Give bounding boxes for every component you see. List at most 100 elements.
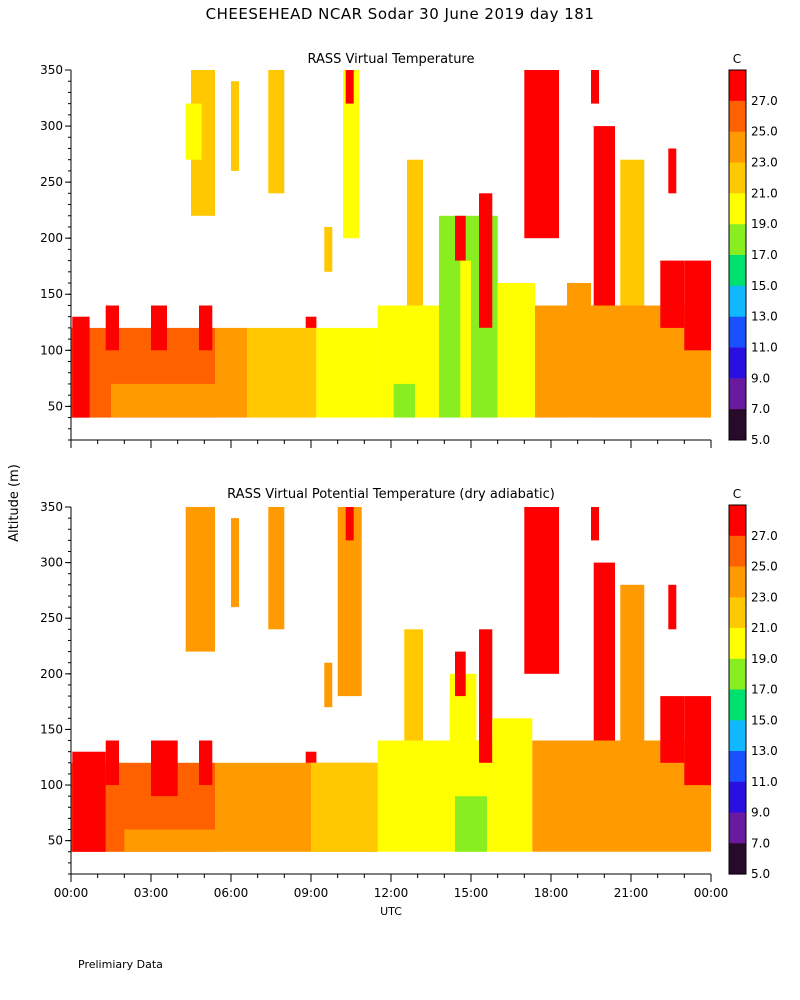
colorbar-swatch: [729, 162, 746, 194]
colorbar-label: 5.0: [751, 867, 770, 881]
heatmap-cell: [479, 193, 493, 328]
colorbar-label: 25.0: [751, 125, 778, 139]
colorbar-swatch: [729, 409, 746, 441]
heatmap-cell: [455, 796, 487, 852]
colorbar-swatch: [729, 689, 746, 721]
heatmap-cell: [151, 305, 167, 351]
heatmap-cell: [124, 829, 218, 852]
heatmap-cell: [105, 305, 119, 351]
colorbar-label: 11.0: [751, 775, 778, 789]
colorbar-label: 15.0: [751, 713, 778, 727]
heatmap-cell: [593, 562, 615, 741]
colorbar-label: 23.0: [751, 590, 778, 604]
colorbar-unit: C: [733, 487, 741, 501]
colorbar-label: 21.0: [751, 186, 778, 200]
y-tick-label: 250: [40, 175, 63, 189]
heatmap-cell: [393, 383, 415, 418]
y-tick-label: 50: [48, 399, 63, 413]
page-title: CHEESEHEAD NCAR Sodar 30 June 2019 day 1…: [205, 5, 595, 23]
colorbar-swatch: [729, 70, 746, 102]
heatmap-cell: [72, 316, 90, 418]
colorbar-swatch: [729, 285, 746, 318]
colorbar-label: 15.0: [751, 279, 778, 293]
heatmap-cell: [684, 696, 711, 786]
heatmap-cell: [343, 70, 359, 239]
heatmap-cell: [72, 751, 106, 852]
x-tick-label: 12:00: [374, 886, 409, 900]
heatmap-cell: [185, 103, 202, 160]
x-tick-label: 18:00: [534, 886, 569, 900]
colorbar-swatch: [729, 316, 746, 348]
colorbar-label: 5.0: [751, 433, 770, 447]
heatmap-cell: [455, 215, 466, 261]
heatmap-cell: [668, 148, 677, 194]
x-axis-label: UTC: [380, 905, 402, 918]
colorbar-swatch: [729, 812, 746, 844]
heatmap-cell: [305, 316, 317, 328]
heatmap-cell: [404, 629, 423, 741]
colorbar-label: 7.0: [751, 402, 770, 416]
colorbar-swatch: [729, 193, 746, 225]
colorbar-label: 21.0: [751, 621, 778, 635]
heatmap-cell: [668, 584, 677, 630]
colorbar-swatch: [729, 720, 746, 752]
heatmap-cell: [684, 260, 711, 351]
y-tick-label: 50: [48, 834, 63, 848]
colorbar-swatch: [729, 100, 746, 133]
colorbar-label: 13.0: [751, 744, 778, 758]
colorbar-label: 19.0: [751, 652, 778, 666]
y-tick-label: 350: [40, 63, 63, 77]
y-tick-label: 150: [40, 287, 63, 301]
colorbar-label: 17.0: [751, 248, 778, 262]
heatmap-cell: [593, 126, 615, 306]
heatmap-cell: [268, 70, 285, 194]
x-tick-label: 06:00: [214, 886, 249, 900]
heatmap-cell: [567, 283, 591, 418]
heatmap-cell: [268, 507, 285, 630]
heatmap-cell: [479, 629, 493, 763]
colorbar-swatch: [729, 658, 746, 691]
colorbar-label: 11.0: [751, 341, 778, 355]
heatmap-cell: [524, 507, 559, 674]
x-tick-label: 15:00: [454, 886, 489, 900]
x-tick-label: 09:00: [294, 886, 329, 900]
colorbar-swatch: [729, 224, 746, 256]
colorbar-swatch: [729, 131, 746, 163]
heatmap-cell: [151, 740, 178, 797]
heatmap-cell: [535, 305, 567, 418]
colorbar-swatch: [729, 597, 746, 629]
y-tick-label: 350: [40, 500, 63, 514]
heatmap-cell: [311, 762, 378, 852]
colorbar-swatch: [729, 505, 746, 537]
y-tick-label: 300: [40, 119, 63, 133]
colorbar-label: 19.0: [751, 217, 778, 231]
heatmap-cell: [591, 70, 599, 104]
colorbar-label: 13.0: [751, 310, 778, 324]
colorbar-label: 9.0: [751, 371, 770, 385]
panel-title: RASS Virtual Temperature: [308, 52, 475, 67]
heatmap-cell: [215, 327, 247, 418]
heatmap-cell: [231, 81, 239, 171]
heatmap-cell: [660, 260, 685, 328]
heatmap-cell: [455, 651, 466, 697]
y-tick-label: 250: [40, 611, 63, 625]
heatmap-cell: [316, 327, 378, 418]
panel-potential-temperature: RASS Virtual Potential Temperature (dry …: [40, 487, 728, 918]
y-tick-label: 200: [40, 231, 63, 245]
colorbar-swatch: [729, 843, 746, 875]
heatmap-cell: [247, 327, 317, 418]
heatmap-cell: [492, 718, 533, 852]
colorbar-label: 9.0: [751, 806, 770, 820]
colorbar-swatch: [729, 535, 746, 568]
heatmap-cell: [105, 740, 119, 785]
heatmap-cell: [511, 283, 535, 418]
colorbar-label: 7.0: [751, 836, 770, 850]
heatmap-cell: [460, 260, 471, 418]
colorbar-unit: C: [733, 52, 741, 66]
colorbar-swatch: [729, 378, 746, 410]
colorbar-swatch: [729, 347, 746, 379]
x-tick-label: 21:00: [614, 886, 649, 900]
heatmap-cell: [345, 70, 354, 104]
colorbar-label: 25.0: [751, 560, 778, 574]
